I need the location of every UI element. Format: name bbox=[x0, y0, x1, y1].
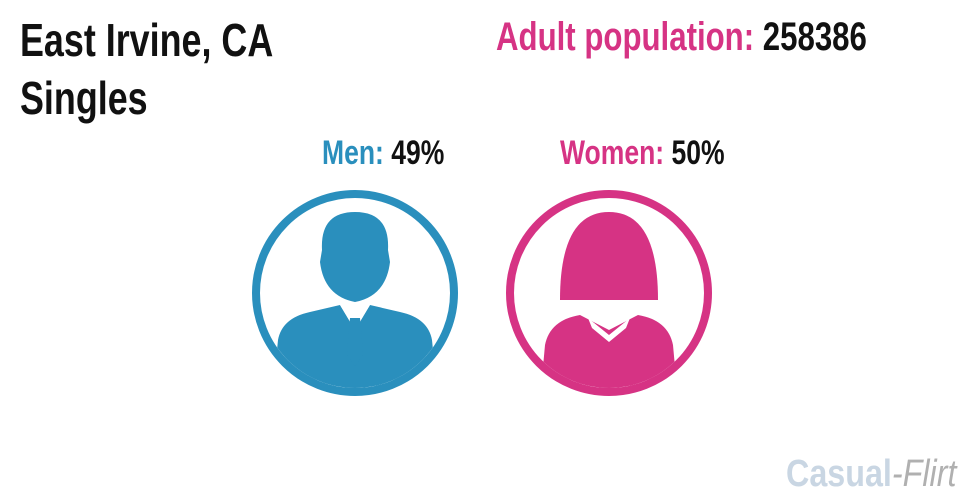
population: Adult population: 258386 bbox=[496, 14, 867, 59]
women-stat: Women: 50% bbox=[560, 134, 725, 172]
logo-second: -Flirt bbox=[892, 453, 959, 495]
population-line: Adult population: 258386 bbox=[496, 14, 867, 59]
logo: Casual-Flirt bbox=[786, 453, 958, 495]
logo-text: Casual-Flirt bbox=[786, 453, 958, 495]
women-value: 50% bbox=[671, 134, 724, 172]
men-label: Men: bbox=[322, 134, 384, 172]
women-label: Women: bbox=[560, 134, 664, 172]
man-icon bbox=[252, 190, 458, 396]
men-value: 49% bbox=[391, 134, 444, 172]
men-line: Men: 49% bbox=[322, 134, 444, 172]
population-value: 258386 bbox=[763, 14, 867, 59]
population-label: Adult population: bbox=[496, 14, 754, 59]
men-stat: Men: 49% bbox=[322, 134, 444, 172]
logo-first: Casual bbox=[786, 453, 892, 495]
subtitle: Singles bbox=[20, 73, 148, 124]
women-line: Women: 50% bbox=[560, 134, 725, 172]
woman-icon bbox=[506, 190, 712, 396]
city-title: East Irvine, CA bbox=[20, 15, 273, 66]
header: East Irvine, CA Singles bbox=[20, 15, 273, 124]
